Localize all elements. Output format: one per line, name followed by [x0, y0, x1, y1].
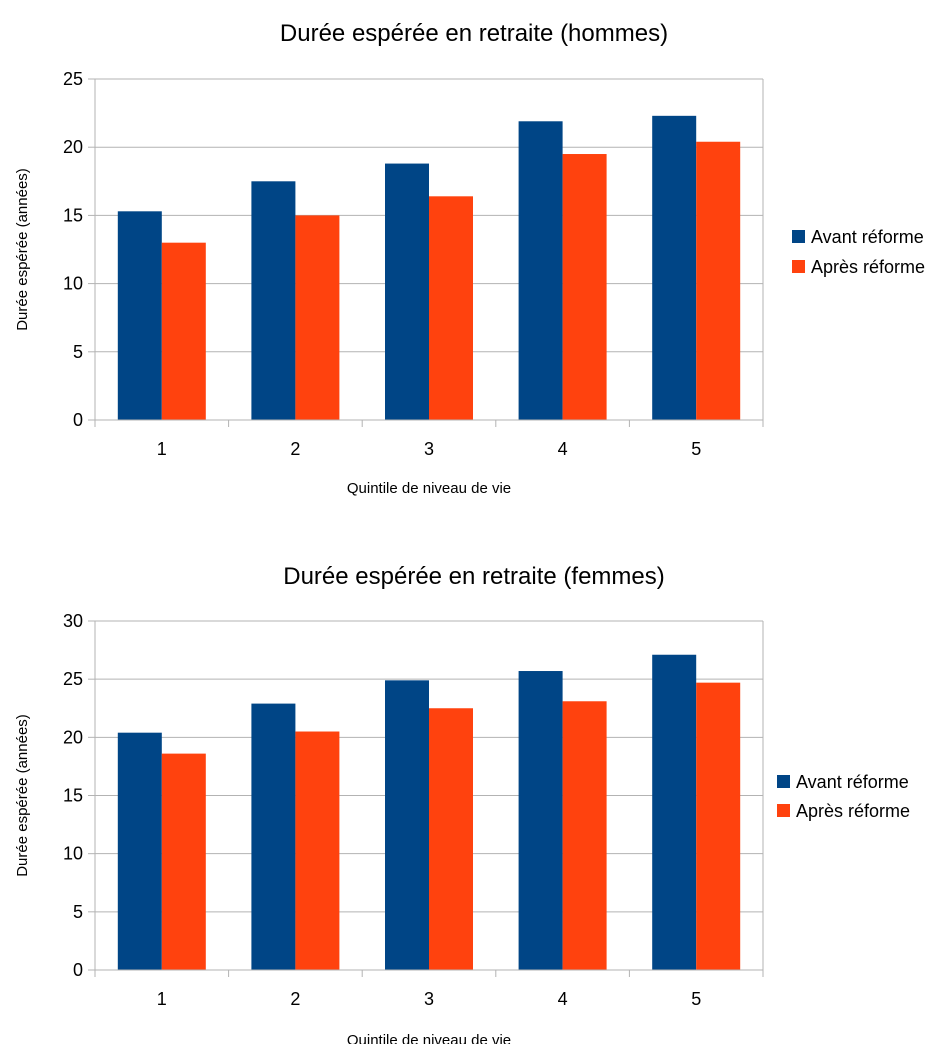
y-tick-label: 15	[63, 786, 83, 806]
bar-apres-q3	[429, 196, 473, 420]
legend-swatch-avant	[777, 775, 790, 788]
x-tick-label: 1	[157, 439, 167, 459]
x-axis-title: Quintile de niveau de vie	[347, 480, 511, 497]
bar-apres-q4	[562, 701, 607, 970]
legend-swatch-apres	[792, 260, 805, 273]
bar-avant-q3	[385, 680, 429, 970]
legend-swatch-apres	[777, 804, 790, 817]
chart-femmes-svg: Durée espérée en retraite (femmes)051015…	[14, 563, 910, 1044]
bar-avant-q4	[518, 121, 563, 420]
y-tick-label: 0	[73, 960, 83, 980]
y-tick-label: 0	[73, 410, 83, 430]
chart-femmes: Durée espérée en retraite (femmes) 0 5 10 15…	[0, 540, 951, 1044]
bar-avant-q2	[251, 703, 296, 970]
y-axis-title: Durée espérée (années)	[14, 714, 31, 877]
x-tick-label: 3	[424, 439, 434, 459]
legend-label-apres: Après réforme	[796, 801, 910, 821]
chart-hommes: Durée espérée en retraite (hommes) 0 5 10 15…	[0, 0, 951, 512]
y-tick-label: 25	[63, 669, 83, 689]
x-tick-label: 2	[290, 989, 300, 1009]
x-tick-label: 3	[424, 989, 434, 1009]
x-tick-label: 2	[290, 439, 300, 459]
bar-avant-q1	[117, 732, 162, 970]
y-tick-label: 20	[63, 137, 83, 157]
bar-apres-q5	[696, 141, 741, 420]
bar-apres-q4	[562, 154, 607, 420]
chart-title: Durée espérée en retraite (femmes)	[283, 563, 665, 590]
y-tick-label: 25	[63, 69, 83, 89]
x-tick-label: 5	[691, 439, 701, 459]
y-tick-label: 15	[63, 205, 83, 225]
x-tick-label: 4	[558, 439, 568, 459]
y-axis-title: Durée espérée (années)	[14, 168, 31, 331]
bar-apres-q1	[161, 753, 206, 970]
y-tick-label: 10	[63, 844, 83, 864]
y-tick-label: 30	[63, 611, 83, 631]
bar-apres-q3	[429, 708, 473, 970]
y-tick-label: 20	[63, 727, 83, 747]
y-tick-label: 5	[73, 342, 83, 362]
x-tick-label: 5	[691, 989, 701, 1009]
legend-label-avant: Avant réforme	[796, 772, 909, 792]
bar-avant-q3	[385, 163, 429, 420]
chart-title: Durée espérée en retraite (hommes)	[280, 20, 668, 47]
bar-apres-q1	[161, 242, 206, 420]
x-tick-label: 1	[157, 989, 167, 1009]
y-tick-label: 10	[63, 274, 83, 294]
legend-label-avant: Avant réforme	[811, 227, 924, 247]
bar-avant-q4	[518, 671, 563, 970]
x-tick-label: 4	[558, 989, 568, 1009]
bar-apres-q5	[696, 682, 741, 970]
bar-avant-q1	[117, 211, 162, 420]
bar-avant-q2	[251, 181, 296, 420]
bar-avant-q5	[652, 115, 697, 420]
chart-hommes-svg: Durée espérée en retraite (hommes)051015…	[14, 20, 925, 497]
bar-apres-q2	[295, 731, 340, 970]
legend-swatch-avant	[792, 230, 805, 243]
bar-avant-q5	[652, 654, 697, 970]
bar-apres-q2	[295, 215, 340, 420]
x-axis-title: Quintile de niveau de vie	[347, 1032, 511, 1044]
legend-label-apres: Après réforme	[811, 257, 925, 277]
y-tick-label: 5	[73, 902, 83, 922]
